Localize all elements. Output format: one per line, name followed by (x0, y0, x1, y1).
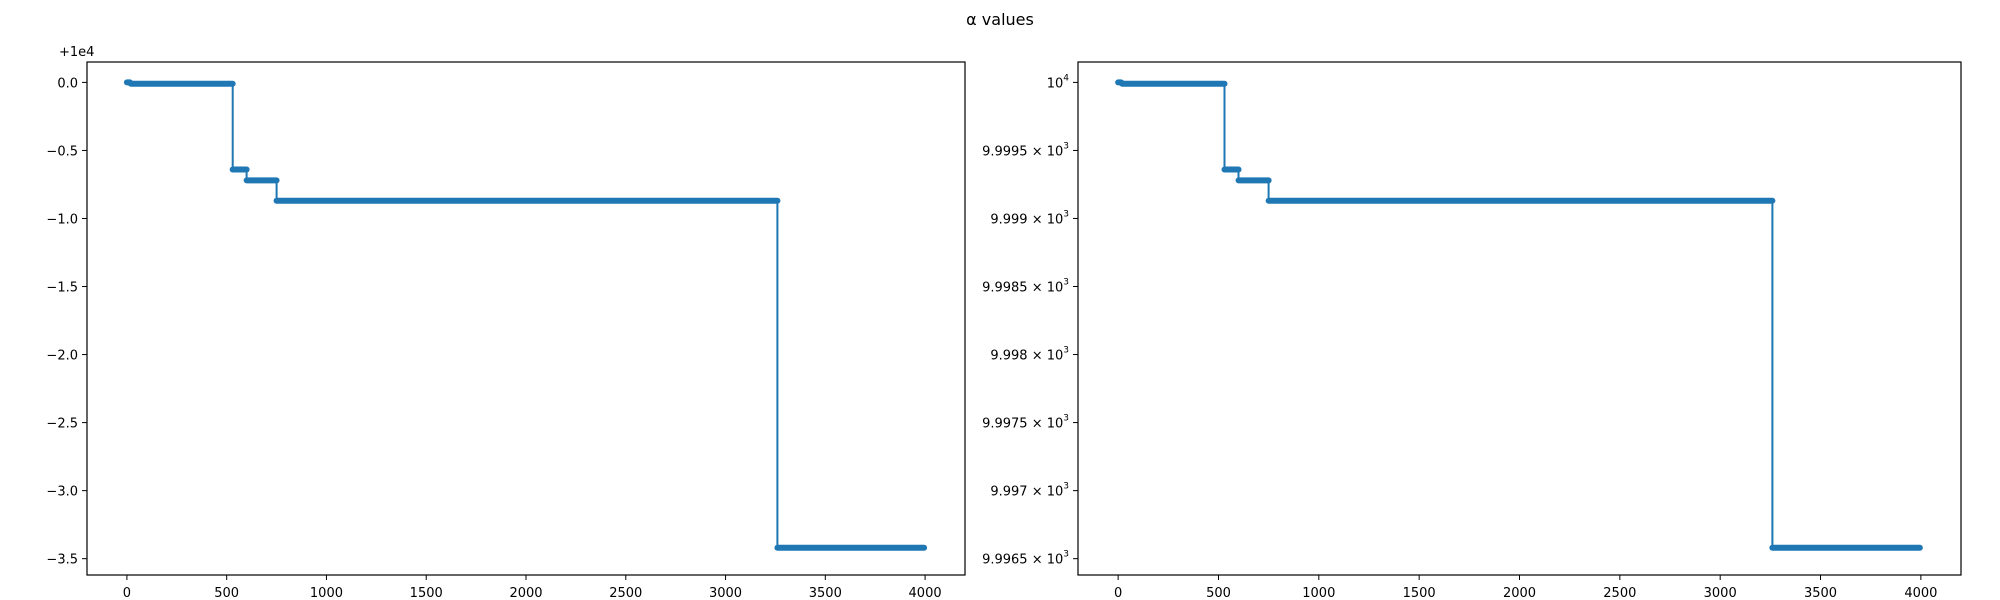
y-tick-label-base: 10 (1047, 76, 1064, 91)
x-tick-label: 1000 (1302, 586, 1335, 600)
y-tick-label-base: 9.9965 × 10 (982, 553, 1063, 568)
right-chart-panel: 0 500 1000 1500 2000 2500 3000 3500 4000 104 9.999… (982, 61, 1962, 600)
x-tick-label: 3500 (1804, 586, 1837, 600)
x-tick-label: 500 (1206, 586, 1231, 600)
x-tick-label: 1500 (410, 586, 443, 600)
y-tick-label: 9.997 × 103 (990, 482, 1069, 500)
y-tick-label: 9.998 × 103 (990, 346, 1069, 364)
x-tick-label: 1000 (310, 586, 343, 600)
x-tick-label: 3500 (809, 586, 842, 600)
x-tick-label: 0 (1114, 586, 1122, 600)
figure-title: α values (966, 10, 1034, 29)
x-tick-label: 2000 (1503, 586, 1536, 600)
y-tick-label: 9.9965 × 103 (982, 550, 1069, 568)
y-tick-label: 9.9995 × 103 (982, 141, 1069, 159)
x-tick-label: 0 (123, 586, 131, 600)
y-tick-label-base: 9.9975 × 10 (982, 417, 1063, 432)
y-tick-label: −2.0 (46, 349, 78, 364)
y-tick-label-exponent: 4 (1063, 73, 1069, 83)
y-tick-label-exponent: 3 (1063, 277, 1069, 287)
x-tick-label: 1500 (1403, 586, 1436, 600)
plot-frame (86, 61, 966, 576)
x-tick-label: 2500 (1603, 586, 1636, 600)
x-tick-label: 2500 (609, 586, 642, 600)
series-line (1118, 81, 1920, 549)
y-tick-label-exponent: 3 (1063, 414, 1069, 424)
y-tick-label-base: 9.998 × 10 (990, 349, 1063, 364)
x-tick-label: 3000 (1704, 586, 1737, 600)
x-tick-label: 4000 (1904, 586, 1937, 600)
y-tick-label-exponent: 3 (1063, 482, 1069, 492)
y-tick-label: −2.5 (46, 417, 78, 432)
series-line (126, 81, 925, 549)
axis-offset-label: +1e4 (59, 45, 94, 60)
y-tick-label-base: 9.9995 × 10 (982, 144, 1063, 159)
y-tick-label: −0.5 (46, 144, 78, 159)
x-tick-label: 4000 (909, 586, 942, 600)
y-tick-label-exponent: 3 (1063, 209, 1069, 219)
x-tick-label: 500 (214, 586, 239, 600)
plot-frame (1077, 61, 1962, 576)
y-tick-label: 9.9975 × 103 (982, 414, 1069, 432)
y-tick-label: −3.5 (46, 553, 78, 568)
y-tick-label: −1.5 (46, 281, 78, 296)
y-tick-label: 0.0 (57, 76, 78, 91)
y-tick-label: 104 (1047, 73, 1070, 91)
y-tick-label: −3.0 (46, 485, 78, 500)
y-tick-label-exponent: 3 (1063, 550, 1069, 560)
y-tick-label-base: 9.997 × 10 (990, 485, 1063, 500)
x-tick-label: 3000 (709, 586, 742, 600)
y-tick-label: 9.999 × 103 (990, 209, 1069, 227)
y-tick-label-base: 9.9985 × 10 (982, 280, 1063, 295)
y-tick-label: −1.0 (46, 212, 78, 227)
y-tick-label-exponent: 3 (1063, 141, 1069, 151)
y-tick-label: 9.9985 × 103 (982, 277, 1069, 295)
left-chart-panel: 0 500 1000 1500 2000 2500 3000 3500 4000 0.0 −0.5 −… (46, 45, 966, 600)
y-tick-label-exponent: 3 (1063, 346, 1069, 356)
x-tick-label: 2000 (509, 586, 542, 600)
y-tick-label-base: 9.999 × 10 (990, 212, 1063, 227)
